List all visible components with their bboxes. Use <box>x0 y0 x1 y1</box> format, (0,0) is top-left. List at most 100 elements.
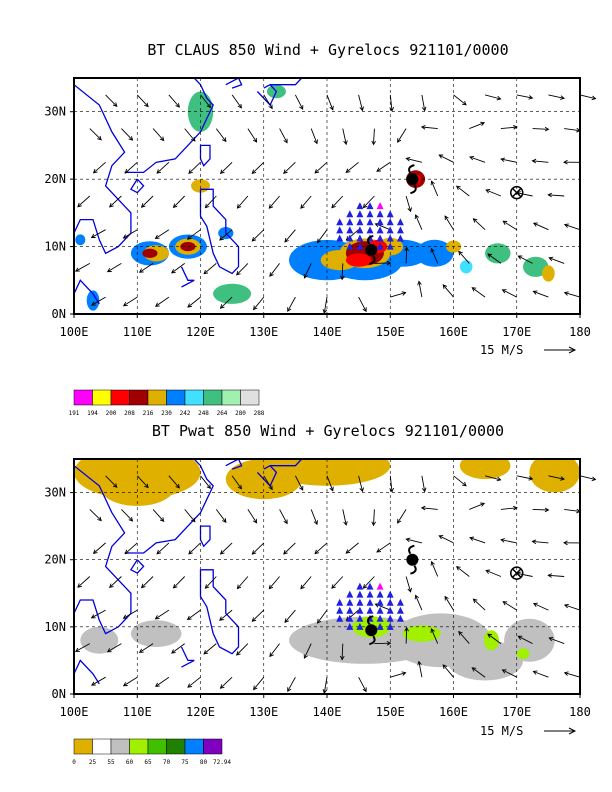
x-tick-label: 160E <box>439 705 468 719</box>
x-tick-label: 110E <box>123 325 152 339</box>
wind-vector-head <box>389 487 395 493</box>
x-tick-label: 120E <box>186 705 215 719</box>
wind-vector <box>247 128 257 143</box>
wind-vector-head <box>252 137 258 143</box>
wind-vector <box>200 475 211 489</box>
colorbar-label: 216 <box>143 410 154 417</box>
wind-vector-head <box>528 476 534 481</box>
wind-vector <box>253 676 265 690</box>
wind-vector <box>415 595 423 611</box>
cyclone-symbol-tail <box>366 234 374 245</box>
panel2-title: BT Pwat 850 Wind + Gyrelocs 921101/0000 <box>152 422 504 440</box>
wind-vector <box>168 94 180 108</box>
wind-vector <box>121 128 133 141</box>
wind-vector <box>200 94 211 108</box>
gyre-point-marker <box>366 218 374 226</box>
gyre-point-marker <box>396 226 404 234</box>
wind-vector-head <box>92 549 98 555</box>
gyre-point-marker <box>356 242 364 250</box>
wind-vector <box>430 248 439 264</box>
wind-vector-head <box>90 301 96 306</box>
gyre-point-marker <box>336 598 344 606</box>
wind-vector-head <box>362 584 368 589</box>
wind-vector <box>220 161 233 174</box>
wind-vector <box>155 296 170 307</box>
wind-vector-head <box>485 569 491 574</box>
wind-vector-head <box>219 304 225 309</box>
wind-vector-head <box>237 103 242 109</box>
wind-vector-head <box>532 290 538 295</box>
wind-vector-head <box>299 105 304 110</box>
wind-vector <box>171 263 185 274</box>
panel2-reference-arrow <box>544 727 577 735</box>
wind-vector-head <box>203 650 209 655</box>
gyre-point-marker <box>356 234 364 242</box>
wind-vector <box>502 220 518 231</box>
wind-vector-head <box>206 103 211 109</box>
wind-vector-head <box>74 267 80 272</box>
wind-vector <box>500 507 517 510</box>
gyre-point-marker <box>346 590 354 598</box>
wind-vector-head <box>532 222 538 227</box>
wind-vector <box>548 475 565 480</box>
wind-vector-head <box>469 536 475 541</box>
wind-vector <box>564 604 581 611</box>
gyre-point-marker <box>366 582 374 590</box>
wind-vector-head <box>471 287 477 292</box>
gyre-point-marker <box>346 234 354 242</box>
wind-vector-head <box>544 507 550 513</box>
wind-vector <box>152 509 165 522</box>
wind-vector <box>518 255 533 264</box>
panel1-coastline <box>74 78 303 305</box>
wind-vector-head <box>487 633 493 638</box>
wind-vector-head <box>283 519 288 525</box>
wind-vector <box>502 601 518 611</box>
gyre-point-marker <box>346 606 354 614</box>
wind-vector-head <box>203 269 209 275</box>
wind-vector-head <box>268 204 274 209</box>
wind-vector <box>89 509 102 521</box>
field-patch <box>402 625 441 642</box>
wind-vector <box>358 94 363 111</box>
wind-vector <box>453 94 467 106</box>
gyre-point-marker <box>356 614 364 622</box>
gyre-point-marker <box>336 234 344 242</box>
wind-vector <box>533 222 549 231</box>
wind-vector <box>389 94 393 111</box>
wind-vector-head <box>74 647 80 652</box>
gyre-point-marker <box>396 234 404 242</box>
wind-vector <box>564 128 581 132</box>
gyre-point-marker <box>376 590 384 598</box>
field-patch <box>542 265 555 282</box>
wind-vector-head <box>219 616 224 621</box>
wind-vector <box>501 539 517 544</box>
wind-vector-head <box>331 584 336 589</box>
coastline-segment <box>124 459 214 554</box>
wind-vector <box>263 94 273 109</box>
wind-vector <box>91 676 106 686</box>
wind-vector <box>156 542 170 555</box>
panel2-gridlines <box>74 459 580 694</box>
wind-vector <box>121 509 133 522</box>
wind-vector-head <box>462 481 467 487</box>
wind-vector <box>518 635 533 645</box>
wind-vector <box>397 509 407 524</box>
colorbar-swatch <box>147 738 167 755</box>
wind-vector-head <box>299 485 304 491</box>
wind-vector-head <box>128 136 134 141</box>
wind-vector <box>415 214 423 230</box>
coastline-segment <box>74 465 132 647</box>
wind-vector-head <box>404 626 409 632</box>
gyre-point-marker <box>386 234 394 242</box>
gyre-point-marker <box>356 622 364 630</box>
wind-vector-head <box>397 138 402 143</box>
panel2-axis-ticks: 100E 110E 120E 130E 140E 150E 160E 170E 180 0N 10N… <box>44 486 591 719</box>
wind-vector <box>579 475 596 481</box>
coastline-segment <box>74 84 132 267</box>
wind-vector <box>456 185 470 197</box>
wind-vector-head <box>442 284 448 289</box>
wind-vector <box>310 128 318 144</box>
wind-vector <box>268 195 280 209</box>
wind-vector <box>105 94 118 107</box>
wind-vector-head <box>591 95 597 101</box>
